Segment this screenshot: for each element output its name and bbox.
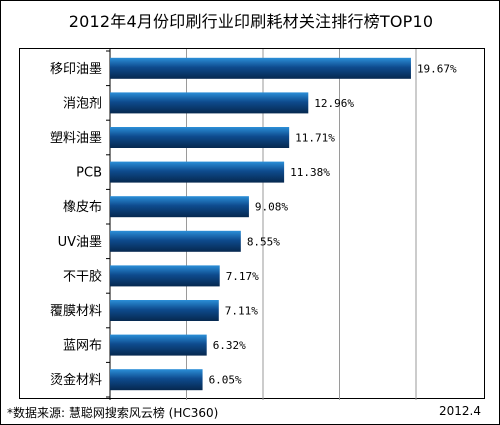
bar [110, 334, 207, 356]
value-label: 19.67% [417, 62, 457, 75]
category-label: 蓝网布 [63, 339, 102, 354]
category-label: 塑料油墨 [50, 131, 102, 146]
category-label: UV油墨 [58, 235, 102, 250]
category-label: 覆膜材料 [50, 304, 102, 319]
bar [110, 127, 290, 148]
bar [110, 369, 203, 391]
value-label: 11.71% [295, 132, 335, 145]
value-label: 8.55% [247, 235, 280, 248]
bar [110, 265, 220, 287]
value-label: 9.08% [255, 201, 288, 214]
bar [110, 196, 249, 218]
category-label: PCB [76, 166, 102, 181]
chart-title: 2012年4月份印刷行业印刷耗材关注排行榜TOP10 [68, 12, 434, 31]
bar [110, 300, 219, 321]
report-date: 2012.4 [439, 404, 481, 418]
category-label: 烫金材料 [50, 372, 102, 388]
bar-chart-svg: 移印油墨 19.67% 消泡剂 12.96% 塑料油墨 11.71% PCB 11.38% 橡皮… [50, 49, 457, 400]
category-label: 不干胶 [63, 268, 102, 284]
data-source-note: *数据来源: 慧聪网搜索风云榜 (HC360) [7, 406, 219, 420]
value-label: 7.17% [226, 270, 259, 283]
plot-area: 移印油墨 19.67% 消泡剂 12.96% 塑料油墨 11.71% PCB 11.38% 橡皮… [19, 48, 485, 400]
bar [110, 57, 411, 79]
value-label: 12.96% [314, 97, 354, 110]
value-label: 7.11% [225, 305, 258, 318]
category-label: 消泡剂 [63, 96, 102, 111]
bar [110, 161, 285, 183]
value-label: 11.38% [290, 166, 330, 179]
bar [110, 230, 241, 252]
value-label: 6.05% [209, 374, 242, 387]
value-label: 6.32% [213, 339, 246, 352]
category-label: 橡皮布 [63, 200, 102, 215]
category-label: 移印油墨 [50, 62, 102, 77]
bar [110, 92, 309, 114]
